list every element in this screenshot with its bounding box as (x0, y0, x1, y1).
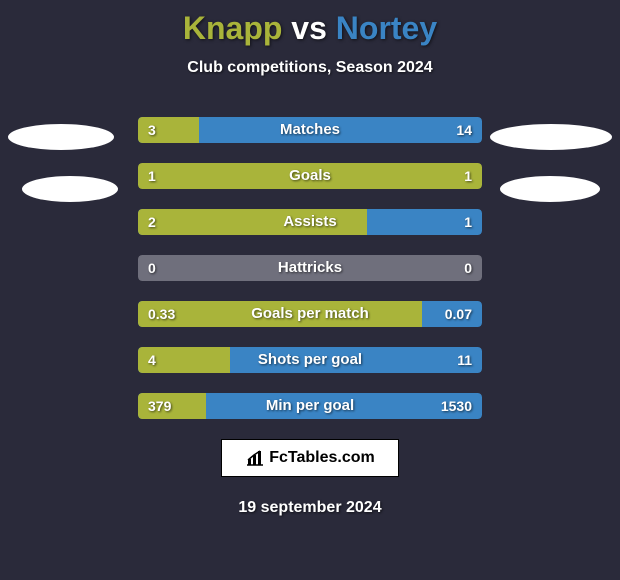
stat-bar-value-right: 11 (457, 347, 472, 373)
stat-bar-row: Hattricks0 0 (138, 255, 482, 281)
decorative-ellipse (490, 124, 612, 150)
stat-bar-value-right: 1 (464, 209, 472, 235)
stat-bar-value-left: 0 (148, 255, 156, 281)
comparison-title: Knapp vs Nortey (0, 0, 620, 47)
stat-bar-label: Goals (138, 163, 482, 189)
stat-bar-value-right: 1530 (441, 393, 472, 419)
logo-box: FcTables.com (221, 439, 399, 477)
logo-text: FcTables.com (269, 449, 375, 467)
stat-bar-row: Shots per goal4 11 (138, 347, 482, 373)
stat-bar-label: Min per goal (138, 393, 482, 419)
title-vs: vs (291, 10, 327, 46)
stat-bar-value-right: 1 (464, 163, 472, 189)
comparison-subtitle: Club competitions, Season 2024 (0, 59, 620, 77)
stat-bar-value-left: 2 (148, 209, 156, 235)
stat-bar-value-left: 3 (148, 117, 156, 143)
stat-bar-value-right: 14 (456, 117, 472, 143)
stat-bar-value-left: 379 (148, 393, 171, 419)
stat-bar-label: Matches (138, 117, 482, 143)
stat-bar-value-left: 1 (148, 163, 156, 189)
decorative-ellipse (22, 176, 118, 202)
stat-bar-row: Goals per match0.33 0.07 (138, 301, 482, 327)
stat-bar-value-right: 0 (464, 255, 472, 281)
title-player-left: Knapp (183, 10, 283, 46)
decorative-ellipse (500, 176, 600, 202)
stat-bar-value-left: 0.33 (148, 301, 175, 327)
footer-date: 19 september 2024 (0, 499, 620, 517)
stat-bar-label: Shots per goal (138, 347, 482, 373)
chart-icon (245, 449, 265, 467)
stat-bars: Matches314Goals11Assists21Hattricks00Goa… (138, 117, 482, 419)
stat-bar-row: Matches3 14 (138, 117, 482, 143)
stat-bar-value-right: 0.07 (445, 301, 472, 327)
stat-bar-value-left: 4 (148, 347, 156, 373)
stat-bar-label: Assists (138, 209, 482, 235)
stat-bar-row: Min per goal379 1530 (138, 393, 482, 419)
stat-bar-label: Goals per match (138, 301, 482, 327)
stat-bar-row: Assists2 1 (138, 209, 482, 235)
decorative-ellipse (8, 124, 114, 150)
stat-bar-label: Hattricks (138, 255, 482, 281)
title-player-right: Nortey (336, 10, 437, 46)
stat-bar-row: Goals1 1 (138, 163, 482, 189)
